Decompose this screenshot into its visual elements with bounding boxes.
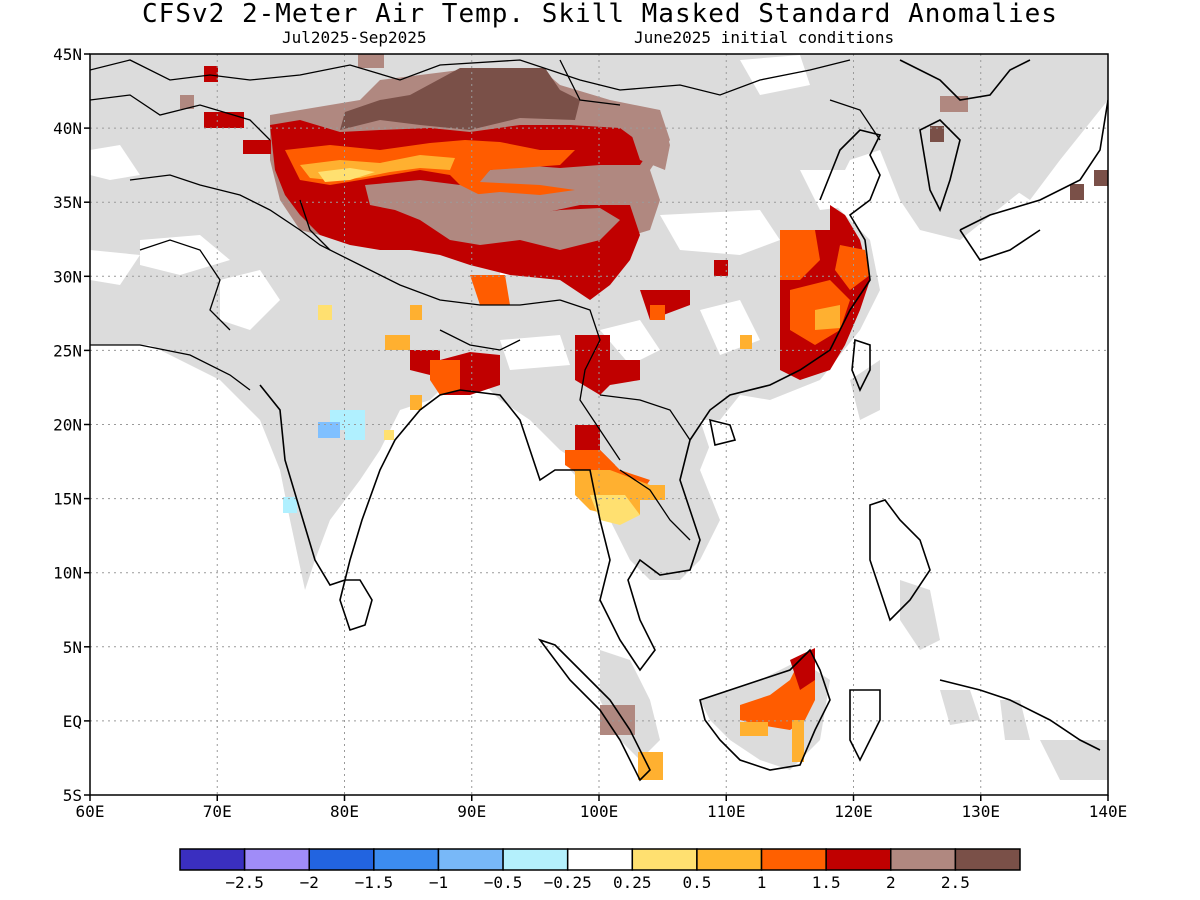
colorbar-label: 1 bbox=[757, 873, 767, 892]
colorbar-label: 2 bbox=[886, 873, 896, 892]
colorbar-label: 0.25 bbox=[613, 873, 652, 892]
coastlines bbox=[259, 59, 1108, 782]
initial-conditions: June2025 initial conditions bbox=[634, 28, 895, 47]
colorbar-label: 1.5 bbox=[812, 873, 841, 892]
lon-tick-label: 110E bbox=[707, 802, 746, 821]
south-asia-anomalies bbox=[283, 305, 500, 513]
colorbar-label: −2.5 bbox=[225, 873, 264, 892]
lon-tick-label: 70E bbox=[203, 802, 232, 821]
lat-tick-label: 40N bbox=[53, 119, 82, 138]
colorbar-label: −0.25 bbox=[544, 873, 592, 892]
central-asia-anomalies bbox=[270, 68, 670, 300]
colorbar-swatch bbox=[954, 848, 1021, 871]
southeast-asia-anomalies bbox=[470, 275, 690, 525]
colorbar-swatch bbox=[566, 848, 634, 871]
map-title: CFSv2 2-Meter Air Temp. Skill Masked Sta… bbox=[142, 0, 1058, 29]
lon-tick-label: 120E bbox=[834, 802, 873, 821]
colorbar-swatch bbox=[373, 848, 440, 871]
colorbar-swatch bbox=[825, 848, 892, 871]
colorbar-swatch bbox=[308, 848, 375, 871]
lon-tick-label: 90E bbox=[457, 802, 486, 821]
colorbar-label: −0.5 bbox=[484, 873, 523, 892]
lat-tick-label: 45N bbox=[53, 45, 82, 64]
lon-tick-label: 130E bbox=[961, 802, 1000, 821]
colorbar-swatch bbox=[243, 848, 310, 871]
lat-tick-label: EQ bbox=[63, 712, 82, 731]
colorbar-label: −2 bbox=[300, 873, 319, 892]
lon-tick-label: 100E bbox=[580, 802, 619, 821]
lat-tick-label: 5S bbox=[63, 786, 82, 805]
lat-tick-label: 20N bbox=[53, 416, 82, 435]
colorbar-swatch bbox=[696, 848, 763, 871]
colorbar-label: 2.5 bbox=[941, 873, 970, 892]
lon-tick-label: 140E bbox=[1089, 802, 1128, 821]
east-china-anomalies bbox=[714, 205, 870, 380]
colorbar-swatch bbox=[179, 848, 246, 871]
country-borders bbox=[90, 59, 881, 541]
colorbar-swatch bbox=[437, 848, 504, 871]
lat-tick-label: 35N bbox=[53, 193, 82, 212]
lat-tick-label: 30N bbox=[53, 267, 82, 286]
colorbar-label: −1.5 bbox=[355, 873, 394, 892]
colorbar-swatch bbox=[502, 848, 569, 871]
colorbar: −2.5 −2 −1.5 −1 −0.5 −0.25 0.25 0.5 1 1.5 2 2.5 bbox=[179, 848, 1021, 892]
colorbar-label: 0.5 bbox=[682, 873, 711, 892]
lat-tick-label: 25N bbox=[53, 341, 82, 360]
colorbar-label: −1 bbox=[429, 873, 448, 892]
graticule bbox=[90, 54, 1108, 795]
scattered-anomaly-cells bbox=[180, 54, 1108, 200]
lon-tick-label: 80E bbox=[330, 802, 359, 821]
lon-tick-label: 60E bbox=[76, 802, 105, 821]
lat-tick-label: 10N bbox=[53, 564, 82, 583]
lat-tick-label: 15N bbox=[53, 490, 82, 509]
colorbar-swatch bbox=[890, 848, 957, 871]
lat-tick-label: 5N bbox=[63, 638, 82, 657]
colorbar-swatch bbox=[760, 848, 827, 871]
forecast-period: Jul2025-Sep2025 bbox=[282, 28, 427, 47]
anomaly-field bbox=[90, 54, 1108, 780]
colorbar-swatch bbox=[631, 848, 698, 871]
